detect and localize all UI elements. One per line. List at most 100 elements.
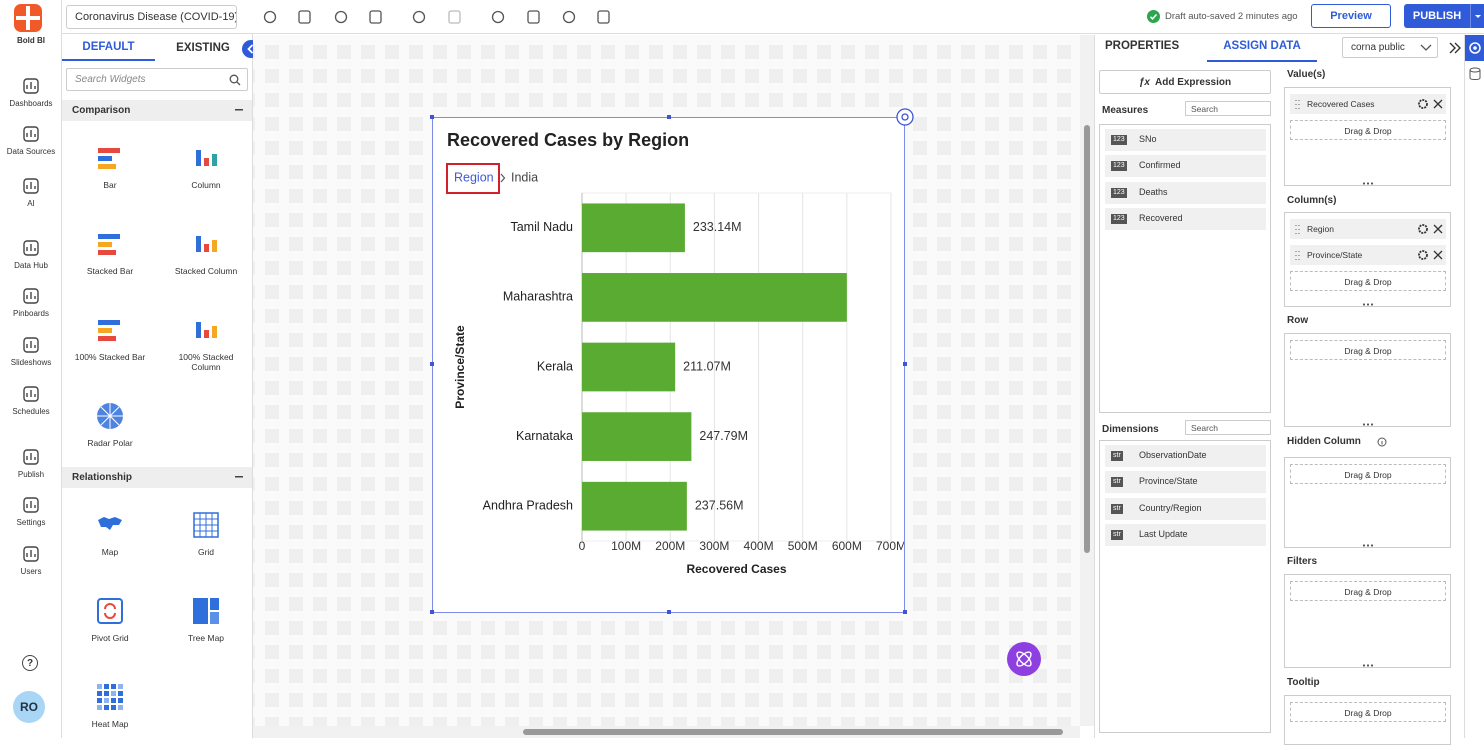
dashboard-name[interactable]: Coronavirus Disease (COVID-19) G [66,5,237,29]
data-label: 233.14M [693,220,742,234]
field-badge: 123 [1111,213,1127,224]
nav-label[interactable]: Dashboards [9,99,53,108]
add-expression-button[interactable]: ƒx Add Expression [1099,70,1271,94]
field-item[interactable]: 123 Confirmed [1105,155,1266,178]
list-search[interactable]: Search [1185,420,1271,435]
well-box: Region Province/State Drag & Drop [1284,212,1451,307]
x-tick-label: 700M [876,539,904,553]
y-tick-label: Maharashtra [503,290,573,304]
avatar[interactable]: RO [13,691,45,723]
icon-shape [23,126,39,142]
field-name: Deaths [1139,186,1168,197]
breadcrumb-link: Region [454,170,494,184]
widget-item[interactable]: Stacked Bar [62,211,158,297]
drop-zone: Drag & Drop [1290,581,1446,601]
widget-item[interactable]: Stacked Column [158,211,254,297]
well-title: Hidden Column [1287,436,1361,447]
tool-icon [448,10,461,24]
nav-label[interactable]: Settings [16,518,46,527]
nav-label[interactable]: Data Hub [14,261,48,270]
widget-item[interactable]: Pivot Grid [62,578,158,664]
datasource-select[interactable]: corna public [1342,37,1438,58]
data-panel: PROPERTIES ASSIGN DATA corna public ƒx Ad… [1094,35,1464,745]
list-title: Dimensions [1102,424,1159,435]
widget-item[interactable]: Map [62,492,158,578]
widget-label: 100% Stacked Column [178,352,234,372]
collapse-icon [235,476,243,478]
widget-label: Radar Polar [87,438,133,448]
tool-icon [527,10,540,24]
y-tick-label: Andhra Pradesh [483,498,573,512]
x-tick-label: 200M [655,539,685,553]
nav-label[interactable]: Publish [17,470,45,479]
nav-label[interactable]: Users [20,567,42,576]
expand-button[interactable] [1448,41,1462,55]
field-item[interactable]: 123 Recovered [1105,207,1266,230]
section-header[interactable]: Comparison [62,100,252,121]
well-title: Filters [1287,556,1318,567]
icon-shape [98,328,112,333]
nav-label[interactable]: Pinboards [12,309,50,318]
icon-shape [23,546,39,562]
field-item[interactable]: str Province/State [1105,471,1266,494]
widget-search[interactable]: Search Widgets [66,68,248,91]
well-box: Recovered Cases Drag & Drop [1284,87,1451,186]
widget-item[interactable]: Radar Polar [62,383,158,469]
search-icon [229,74,241,86]
widget-item[interactable]: Grid [158,492,254,578]
list-title: Measures [1102,105,1149,116]
icon-shape [26,244,36,251]
widget-label: Stacked Column [174,266,238,276]
icon-shape [97,698,102,703]
publish-button[interactable]: PUBLISH [1404,4,1470,28]
x-tick-label: 0 [579,539,586,553]
chart-widget[interactable]: Recovered Cases by Region Region India 0 100… [432,117,905,613]
icon-shape [118,691,123,696]
preview-button[interactable]: Preview [1311,4,1391,28]
field-item[interactable]: str ObservationDate [1105,445,1266,467]
nav-label[interactable]: Slideshows [10,358,52,367]
field-item[interactable]: str Last Update [1105,523,1266,546]
field-name: Province/State [1139,476,1198,487]
field-badge: 123 [1111,161,1127,172]
bar [582,481,687,531]
icon-shape [98,336,116,341]
tab-assign-data[interactable]: ASSIGN DATA [1207,35,1317,62]
widget-item[interactable]: 100% Stacked Column [158,297,254,383]
publish-menu[interactable] [1470,4,1484,28]
well-item[interactable]: Region [1290,219,1446,239]
well-title: Value(s) [1287,69,1326,80]
field-item[interactable]: str Country/Region [1105,497,1266,520]
toolbar-icons [263,10,610,24]
widget-item[interactable]: Heat Map [62,664,158,750]
y-tick-label: Tamil Nadu [510,220,573,234]
field-item[interactable]: 123 Deaths [1105,181,1266,204]
well-item[interactable]: Recovered Cases [1290,94,1446,114]
ai-button[interactable] [1006,641,1042,677]
icon-shape [97,691,102,696]
tab-existing[interactable]: EXISTING [176,41,230,54]
tab-default[interactable]: DEFAULT [62,34,155,61]
icon-shape [98,320,120,325]
section-header[interactable]: Relationship [62,467,252,488]
list-search[interactable]: Search [1185,101,1271,116]
gear-icon [1418,250,1428,260]
help-button[interactable]: ? [22,655,38,671]
widget-icon [97,598,123,624]
field-item[interactable]: 123 SNo [1105,129,1266,151]
widget-item[interactable]: Bar [62,125,158,211]
well-item-name: Recovered Cases [1307,99,1375,109]
nav-label[interactable]: AI [27,199,35,208]
icon-shape [23,240,39,256]
well-item[interactable]: Province/State [1290,245,1446,265]
widget-icon [196,322,217,338]
nav-label[interactable]: Data Sources [6,147,56,156]
widget-item[interactable]: Tree Map [158,578,254,664]
widget-item[interactable]: Column [158,125,254,211]
widget-item[interactable]: 100% Stacked Bar [62,297,158,383]
nav-label[interactable]: Schedules [12,407,50,416]
resize-dots [1362,664,1374,667]
field-badge: 123 [1111,135,1127,145]
tab-properties[interactable]: PROPERTIES [1105,40,1180,52]
data-label: 211.07M [683,359,731,373]
